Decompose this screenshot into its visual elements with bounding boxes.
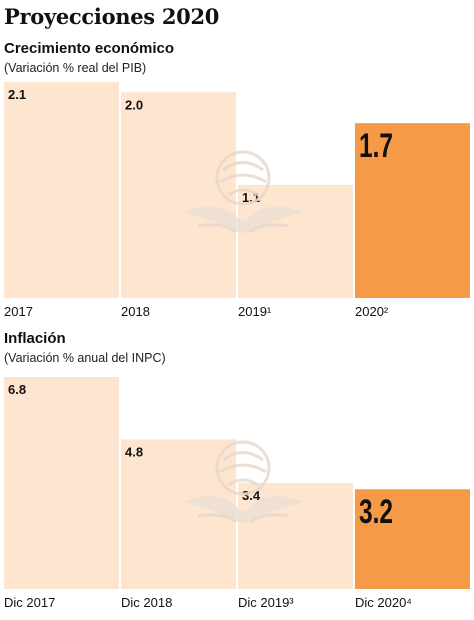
category-label-0: Dic 2017 (4, 595, 55, 610)
chart-subtitle-inflation: (Variación % anual del INPC) (4, 351, 166, 365)
chart-title-growth: Crecimiento económico (4, 40, 175, 57)
data-label-0: 6.8 (8, 382, 26, 397)
inflation-bar-chart: 6.8 Dic 2017 4.8 Dic 2018 3.4 Dic 2019³ 3.2 Dic… (4, 377, 470, 610)
category-label-3: Dic 2020⁴ (355, 595, 412, 610)
data-label-1: 4.8 (125, 444, 143, 459)
data-label-2: 3.4 (242, 488, 261, 503)
data-label-1: 2.0 (125, 97, 143, 112)
bar-0 (4, 82, 119, 298)
category-label-2: Dic 2019³ (238, 595, 294, 610)
category-label-3: 2020² (355, 304, 389, 319)
bar-1 (121, 439, 236, 589)
data-label-0: 2.1 (8, 87, 26, 102)
bar-3 (355, 489, 470, 589)
chart-subtitle-growth: (Variación % real del PIB) (4, 61, 147, 75)
data-label-3: 1.7 (359, 127, 393, 165)
category-label-1: 2018 (121, 304, 150, 319)
category-label-1: Dic 2018 (121, 595, 172, 610)
bar-1 (121, 92, 236, 299)
data-label-3: 3.2 (359, 493, 393, 531)
category-label-2: 2019¹ (238, 304, 272, 319)
chart-title-inflation: Inflación (4, 330, 66, 347)
bar-0 (4, 377, 119, 589)
data-label-2: 1.1 (242, 190, 260, 205)
bar-3 (355, 123, 470, 298)
growth-bar-chart: 2.1 2017 2.0 2018 1.1 2019¹ 1.7 2020² (4, 82, 470, 319)
category-label-0: 2017 (4, 304, 33, 319)
page-title: Proyecciones 2020 (4, 4, 220, 29)
